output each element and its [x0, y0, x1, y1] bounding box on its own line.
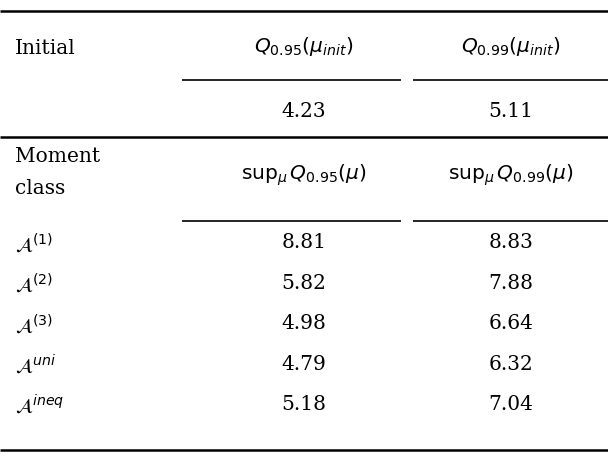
Text: 4.79: 4.79 — [282, 354, 326, 373]
Text: $\mathcal{A}^{uni}$: $\mathcal{A}^{uni}$ — [15, 352, 57, 375]
Text: 5.11: 5.11 — [488, 101, 533, 121]
Text: $Q_{0.95}(\mu_{init})$: $Q_{0.95}(\mu_{init})$ — [254, 34, 354, 57]
Text: $\mathcal{A}^{(1)}$: $\mathcal{A}^{(1)}$ — [15, 230, 54, 254]
Text: 5.18: 5.18 — [282, 394, 326, 414]
Text: 6.64: 6.64 — [488, 313, 533, 333]
Text: 4.98: 4.98 — [282, 313, 326, 333]
Text: 8.83: 8.83 — [488, 233, 533, 252]
Text: $\mathcal{A}^{(3)}$: $\mathcal{A}^{(3)}$ — [15, 311, 54, 335]
Text: class: class — [15, 179, 66, 198]
Text: 6.32: 6.32 — [488, 354, 533, 373]
Text: Initial: Initial — [15, 39, 76, 58]
Text: 7.04: 7.04 — [488, 394, 533, 414]
Text: Moment: Moment — [15, 146, 100, 166]
Text: $\mathrm{sup}_{\mu}\, Q_{0.99}(\mu)$: $\mathrm{sup}_{\mu}\, Q_{0.99}(\mu)$ — [448, 162, 573, 188]
Text: $\mathrm{sup}_{\mu}\, Q_{0.95}(\mu)$: $\mathrm{sup}_{\mu}\, Q_{0.95}(\mu)$ — [241, 162, 367, 188]
Text: 4.23: 4.23 — [282, 101, 326, 121]
Text: 8.81: 8.81 — [282, 233, 326, 252]
Text: $\mathcal{A}^{ineq}$: $\mathcal{A}^{ineq}$ — [15, 392, 64, 416]
Text: $\mathcal{A}^{(2)}$: $\mathcal{A}^{(2)}$ — [15, 271, 54, 295]
Text: 7.88: 7.88 — [488, 273, 533, 292]
Text: $Q_{0.99}(\mu_{init})$: $Q_{0.99}(\mu_{init})$ — [461, 34, 561, 57]
Text: 5.82: 5.82 — [282, 273, 326, 292]
